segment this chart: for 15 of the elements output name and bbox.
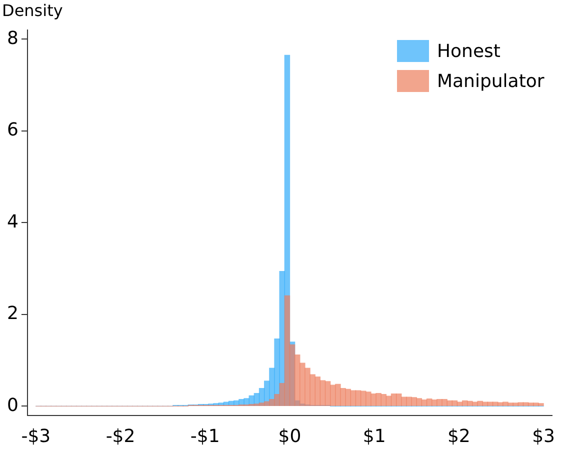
- x-tick-label: $0: [278, 426, 302, 447]
- y-axis-title: Density: [2, 1, 63, 20]
- y-tick-label: 4: [7, 211, 18, 232]
- x-tick-label: -$3: [21, 426, 51, 447]
- x-tick-label: $2: [447, 426, 470, 447]
- legend-label: Manipulator: [437, 70, 544, 92]
- y-tick-label: 2: [7, 303, 18, 324]
- y-tick-label: 0: [7, 394, 18, 416]
- x-tick-label: -$2: [106, 426, 136, 447]
- y-tick-label: 6: [7, 120, 18, 141]
- x-tick-label: $3: [532, 426, 555, 447]
- x-tick-label: $1: [362, 426, 386, 447]
- y-tick-label: 8: [7, 28, 18, 49]
- x-tick-label: -$1: [190, 426, 220, 447]
- legend-label: Honest: [437, 40, 500, 62]
